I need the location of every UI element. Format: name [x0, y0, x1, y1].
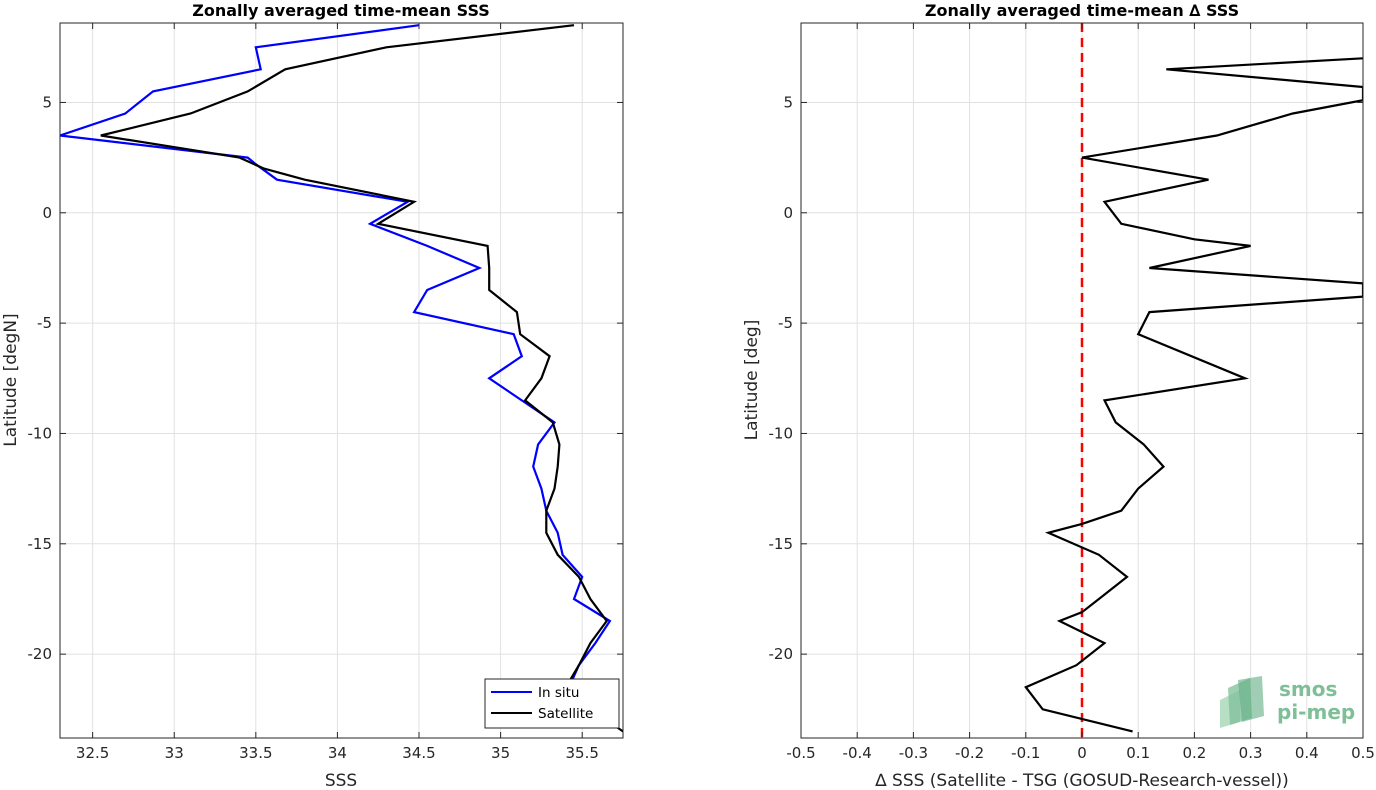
right-x-tick-label: 0.4: [1295, 744, 1319, 762]
right-x-tick-label: 0.1: [1126, 744, 1150, 762]
left-y-tick-label: 0: [42, 204, 52, 222]
legend: In situ Satellite: [484, 678, 620, 729]
left-series: [60, 24, 623, 733]
right-chart-title: Zonally averaged time-mean ∆ SSS: [925, 1, 1239, 20]
right-y-tick-label: -20: [769, 645, 794, 663]
right-x-tick-label: 0: [1077, 744, 1087, 762]
right-x-tick-label: -0.2: [955, 744, 984, 762]
right-x-tick-label: -0.1: [1011, 744, 1040, 762]
left-y-tick-label: 5: [42, 93, 52, 111]
right-y-tick-label: -5: [778, 314, 793, 332]
left-plot-area: [60, 23, 623, 738]
left-y-tick-label: -10: [28, 424, 53, 442]
legend-label-in-situ: In situ: [538, 685, 579, 701]
left-y-tick-label: -5: [37, 314, 52, 332]
left-grid: [60, 23, 623, 738]
logo-text-pi-mep: pi-mep: [1277, 700, 1355, 724]
right-series: [1024, 23, 1363, 738]
right-y-tick-label: -15: [769, 535, 794, 553]
logo-mark-icon: [1220, 676, 1264, 728]
left-x-axis-label: SSS: [325, 771, 357, 790]
left-ticks: 32.5 33 33.5 34 34.5 35 35.5 5 0 -5 -10 -15 -20: [28, 23, 623, 762]
logo-text-smos: smos: [1279, 677, 1337, 701]
right-x-tick-label: -0.4: [843, 744, 872, 762]
smos-pi-mep-logo: smos pi-mep: [1220, 676, 1355, 728]
right-x-tick-label: 0.2: [1182, 744, 1206, 762]
right-y-axis-label: Latitude [deg]: [742, 320, 762, 441]
left-series-line-in-situ: [60, 24, 613, 728]
right-ticks: -0.5 -0.4 -0.3 -0.2 -0.1 0 0.1 0.2 0.3 0.4 0.5 5 0 -5…: [769, 23, 1375, 762]
right-x-axis-label: ∆ SSS (Satellite - TSG (GOSUD-Research-v…: [874, 771, 1289, 790]
legend-label-satellite: Satellite: [538, 706, 593, 722]
left-y-tick-label: -20: [28, 645, 53, 663]
right-x-tick-label: -0.5: [786, 744, 815, 762]
right-y-tick-label: 5: [783, 93, 793, 111]
right-axes: -0.5 -0.4 -0.3 -0.2 -0.1 0 0.1 0.2 0.3 0.4 0.5 5 0 -5…: [742, 1, 1375, 790]
left-x-tick-label: 32.5: [76, 744, 109, 762]
left-x-tick-label: 35.5: [565, 744, 598, 762]
left-chart-title: Zonally averaged time-mean SSS: [192, 1, 490, 20]
left-x-tick-label: 33: [165, 744, 184, 762]
right-y-tick-label: 0: [783, 204, 793, 222]
right-x-tick-label: 0.5: [1351, 744, 1375, 762]
left-axes-box: [59, 22, 624, 739]
left-series-line-satellite: [100, 24, 623, 733]
left-axes: 32.5 33 33.5 34 34.5 35 35.5 5 0 -5 -10 -15 -20 Zona…: [1, 1, 624, 790]
left-x-tick-label: 33.5: [239, 744, 272, 762]
right-series-line-delta-sss: [1024, 57, 1363, 733]
legend-box: [484, 678, 620, 729]
left-x-tick-label: 35: [491, 744, 510, 762]
left-x-tick-label: 34.5: [402, 744, 435, 762]
right-x-tick-label: -0.3: [899, 744, 928, 762]
left-x-tick-label: 34: [328, 744, 347, 762]
left-y-tick-label: -15: [28, 535, 53, 553]
left-y-axis-label: Latitude [degN]: [1, 313, 21, 446]
right-x-tick-label: 0.3: [1239, 744, 1263, 762]
right-y-tick-label: -10: [769, 424, 794, 442]
